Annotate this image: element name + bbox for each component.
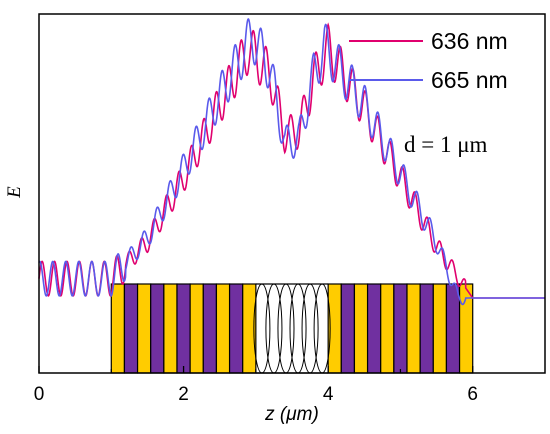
plot-frame bbox=[38, 13, 546, 374]
cavity-lobe-2 bbox=[277, 283, 295, 374]
structure-layer-left-0 bbox=[110, 283, 126, 374]
structure-layer-left-3 bbox=[150, 283, 165, 374]
structure-layer-left-1 bbox=[123, 283, 139, 374]
structure-layer-right-5 bbox=[393, 283, 408, 374]
structure-layer-left-8 bbox=[215, 283, 231, 374]
cavity-lobe-4 bbox=[301, 283, 319, 374]
cavity-field-pattern bbox=[253, 283, 331, 374]
structure-layer-left-5 bbox=[176, 283, 191, 374]
structure-layer-right-1 bbox=[340, 283, 356, 374]
structure-layer-right-8 bbox=[432, 283, 448, 374]
legend: 636 nm 665 nm bbox=[349, 28, 508, 93]
x-axis: 0 2 4 6 bbox=[34, 366, 478, 405]
legend-label-665: 665 nm bbox=[431, 67, 508, 93]
structure-layer-left-7 bbox=[202, 283, 218, 374]
x-tick-label-6: 6 bbox=[467, 384, 478, 405]
structure-layer-left-4 bbox=[163, 283, 178, 374]
structure-layer-right-3 bbox=[366, 283, 382, 374]
series-line-636-nm bbox=[38, 22, 545, 299]
x-tick-label-0: 0 bbox=[34, 384, 45, 405]
x-tick-label-2: 2 bbox=[178, 384, 189, 405]
structure-layer-left-9 bbox=[228, 283, 244, 374]
x-axis-label: z (μm) bbox=[264, 404, 319, 425]
structure-layer-left-6 bbox=[189, 283, 204, 374]
series-line-665-nm bbox=[38, 18, 545, 306]
structure-layer-right-2 bbox=[353, 283, 369, 374]
structure-layer-right-7 bbox=[419, 283, 434, 374]
thickness-annotation: d = 1 μm bbox=[404, 132, 488, 157]
structure-layer-right-9 bbox=[445, 283, 461, 374]
structure-layer-left-2 bbox=[136, 283, 152, 374]
cavity-lobe-3 bbox=[289, 283, 307, 374]
y-axis-label: E bbox=[4, 186, 25, 199]
x-tick-label-4: 4 bbox=[323, 384, 334, 405]
series-lines bbox=[38, 18, 545, 306]
legend-label-636: 636 nm bbox=[431, 28, 508, 54]
structure-layer-right-6 bbox=[406, 283, 421, 374]
structure-layer-right-4 bbox=[380, 283, 395, 374]
cavity-lobe-1 bbox=[265, 283, 283, 374]
multilayer-structure bbox=[110, 283, 474, 374]
